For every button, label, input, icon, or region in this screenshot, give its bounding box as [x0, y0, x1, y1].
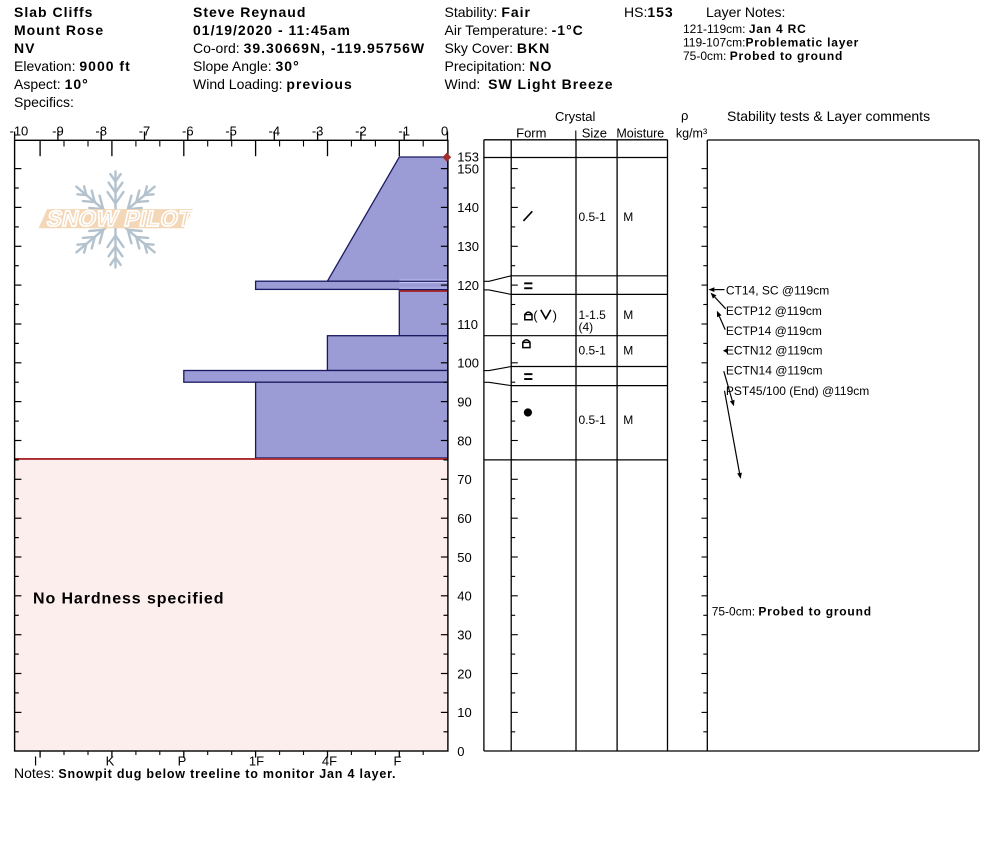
svg-text:-7: -7 — [139, 123, 151, 138]
svg-text:M: M — [623, 413, 633, 427]
svg-text:Steve Reynaud: Steve Reynaud — [193, 4, 306, 20]
svg-text:I: I — [34, 754, 38, 769]
svg-text:130: 130 — [457, 239, 479, 254]
svg-text:01/19/2020 - 11:45am: 01/19/2020 - 11:45am — [193, 22, 351, 38]
svg-text:1F: 1F — [249, 754, 264, 769]
svg-text:150: 150 — [457, 161, 479, 176]
svg-text:100: 100 — [457, 356, 479, 371]
svg-text:80: 80 — [457, 433, 471, 448]
svg-text:Form: Form — [516, 126, 546, 141]
svg-text:-9: -9 — [52, 123, 64, 138]
svg-text:-5: -5 — [225, 123, 237, 138]
svg-text:-10: -10 — [10, 123, 29, 138]
svg-text:75-0cm: Probed to ground: 75-0cm: Probed to ground — [712, 605, 872, 619]
svg-text:Crystal: Crystal — [555, 109, 596, 124]
svg-text:75-0cm: Probed to ground: 75-0cm: Probed to ground — [683, 49, 843, 63]
svg-text:119-107cm:Problematic layer: 119-107cm:Problematic layer — [683, 36, 859, 50]
svg-text:(: ( — [533, 308, 538, 323]
svg-text:110: 110 — [457, 317, 478, 332]
svg-text:Slab Cliffs: Slab Cliffs — [14, 4, 93, 20]
svg-text:0.5-1: 0.5-1 — [579, 210, 607, 224]
svg-text:ρ: ρ — [681, 108, 688, 123]
svg-text:K: K — [106, 754, 115, 769]
svg-text:Specifics:: Specifics: — [14, 94, 74, 110]
svg-text:kg/m³: kg/m³ — [676, 127, 707, 141]
svg-text:Mount Rose: Mount Rose — [14, 22, 104, 38]
svg-text:70: 70 — [457, 472, 471, 487]
svg-text:0.5-1: 0.5-1 — [579, 413, 607, 427]
svg-text:Wind Loading: previous: Wind Loading: previous — [193, 76, 353, 92]
svg-text:): ) — [553, 308, 557, 323]
svg-text:-4: -4 — [269, 123, 281, 138]
svg-text:(4): (4) — [579, 320, 594, 334]
svg-text:ECTP12 @119cm: ECTP12 @119cm — [726, 304, 822, 318]
svg-text:4F: 4F — [322, 754, 337, 769]
svg-text:-8: -8 — [95, 123, 107, 138]
svg-text:Size: Size — [582, 126, 607, 141]
svg-text:Notes: Snowpit dug below treel: Notes: Snowpit dug below treeline to mon… — [14, 765, 396, 781]
svg-text:10: 10 — [457, 705, 471, 720]
svg-text:Layer Notes:: Layer Notes: — [706, 4, 785, 20]
svg-text:Air Temperature: -1°C: Air Temperature: -1°C — [445, 22, 584, 38]
svg-text:0: 0 — [457, 744, 464, 759]
svg-text:-3: -3 — [312, 123, 324, 138]
svg-text:60: 60 — [457, 511, 471, 526]
svg-text:30: 30 — [457, 628, 471, 643]
svg-text:Wind: SW Light Breeze: Wind: SW Light Breeze — [445, 76, 614, 92]
svg-text:HS:153: HS:153 — [624, 4, 674, 20]
svg-text:Stability: Fair: Stability: Fair — [445, 4, 532, 20]
svg-text:SNOW PILOT: SNOW PILOT — [45, 206, 196, 231]
svg-text:0: 0 — [441, 123, 448, 138]
svg-text:120: 120 — [457, 278, 479, 293]
svg-text:Precipitation: NO: Precipitation: NO — [445, 58, 553, 74]
svg-text:20: 20 — [457, 666, 471, 681]
svg-text:P: P — [178, 754, 187, 769]
svg-text:ECTN14 @119cm: ECTN14 @119cm — [726, 363, 823, 377]
svg-text:ECTP14 @119cm: ECTP14 @119cm — [726, 324, 822, 338]
svg-text:F: F — [394, 754, 402, 769]
svg-text:40: 40 — [457, 589, 471, 604]
svg-text:Sky Cover: BKN: Sky Cover: BKN — [445, 40, 551, 56]
svg-text:Aspect: 10°: Aspect: 10° — [14, 76, 89, 92]
svg-text:PST45/100 (End) @119cm: PST45/100 (End) @119cm — [726, 384, 869, 398]
svg-text:Co-ord: 39.30669N, -119.95756W: Co-ord: 39.30669N, -119.95756W — [193, 40, 425, 56]
svg-text:NV: NV — [14, 40, 35, 56]
svg-text:Stability tests & Layer commen: Stability tests & Layer comments — [727, 108, 930, 124]
svg-text:Moisture: Moisture — [616, 127, 664, 141]
svg-text:CT14, SC @119cm: CT14, SC @119cm — [726, 284, 829, 298]
svg-text:-1: -1 — [398, 123, 410, 138]
svg-text:M: M — [623, 344, 633, 358]
svg-text:-6: -6 — [182, 123, 194, 138]
svg-text:M: M — [623, 210, 633, 224]
svg-text:1-1.5: 1-1.5 — [579, 308, 607, 322]
svg-text:No Hardness specified: No Hardness specified — [33, 591, 224, 608]
svg-text:Elevation: 9000 ft: Elevation: 9000 ft — [14, 58, 131, 74]
svg-text:Slope Angle: 30°: Slope Angle: 30° — [193, 58, 300, 74]
svg-text:-2: -2 — [355, 123, 367, 138]
svg-text:ECTN12 @119cm: ECTN12 @119cm — [726, 344, 823, 358]
svg-text:0.5-1: 0.5-1 — [579, 344, 607, 358]
svg-text:121-119cm: Jan 4 RC: 121-119cm: Jan 4 RC — [683, 22, 807, 36]
svg-text:153: 153 — [457, 150, 479, 165]
svg-text:50: 50 — [457, 550, 471, 565]
svg-text:90: 90 — [457, 394, 471, 409]
svg-text:M: M — [623, 308, 633, 322]
svg-text:140: 140 — [457, 200, 479, 215]
